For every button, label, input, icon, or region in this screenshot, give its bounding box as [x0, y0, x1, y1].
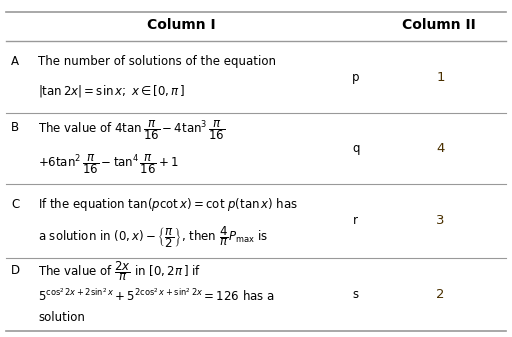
Text: 1: 1 [436, 70, 444, 84]
Text: $|\tan 2x|=\sin x;\; x\in[0,\pi\,]$: $|\tan 2x|=\sin x;\; x\in[0,\pi\,]$ [38, 83, 186, 99]
Text: Column I: Column I [147, 18, 216, 32]
Text: p: p [352, 70, 359, 84]
Text: q: q [352, 142, 359, 155]
Text: The value of $\dfrac{2x}{\pi}$ in $[0,2\pi\,]$ if: The value of $\dfrac{2x}{\pi}$ in $[0,2\… [38, 259, 202, 283]
Text: s: s [353, 288, 359, 301]
Text: Column II: Column II [402, 18, 476, 32]
Text: 4: 4 [436, 142, 444, 155]
Text: 2: 2 [436, 288, 444, 301]
Text: $+6\tan^2\dfrac{\pi}{16}-\tan^4\dfrac{\pi}{16}+1$: $+6\tan^2\dfrac{\pi}{16}-\tan^4\dfrac{\p… [38, 152, 180, 176]
Text: a solution in $(0,x)-\left\{\dfrac{\pi}{2}\right\}$, then $\dfrac{4}{\pi}P_{\max: a solution in $(0,x)-\left\{\dfrac{\pi}{… [38, 224, 268, 250]
Text: If the equation $\tan(p\cot x)=\cot\,p(\tan x)$ has: If the equation $\tan(p\cot x)=\cot\,p(\… [38, 196, 298, 213]
Text: The number of solutions of the equation: The number of solutions of the equation [38, 55, 276, 68]
Text: B: B [11, 121, 19, 134]
Text: r: r [353, 214, 358, 227]
Text: $\text{The value of }4\tan\dfrac{\pi}{16}-4\tan^3\dfrac{\pi}{16}$: $\text{The value of }4\tan\dfrac{\pi}{16… [38, 119, 226, 143]
Text: A: A [11, 55, 19, 68]
Text: 3: 3 [436, 214, 444, 227]
Text: D: D [11, 265, 20, 277]
Text: C: C [11, 198, 19, 211]
Text: $5^{\cos^2 2x+2\sin^2 x}+5^{2\cos^2 x+\sin^2 2x}=126$ has a: $5^{\cos^2 2x+2\sin^2 x}+5^{2\cos^2 x+\s… [38, 287, 275, 304]
Text: solution: solution [38, 311, 86, 324]
